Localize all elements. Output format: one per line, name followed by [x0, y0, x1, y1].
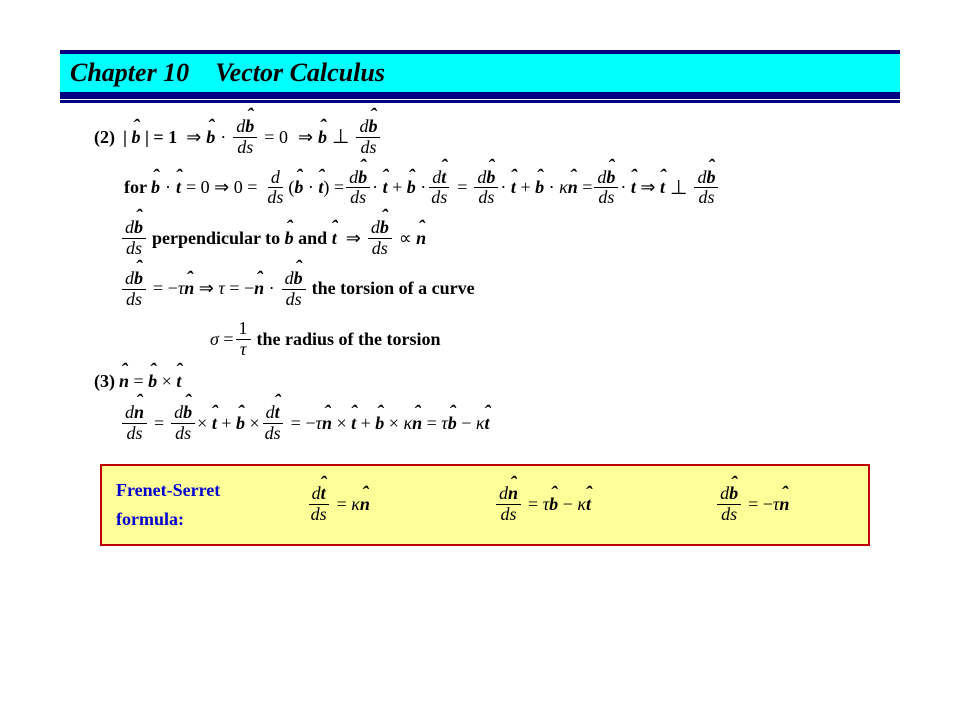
formula-equations: dtds = κn dnds = τb − κt dbds = −τn	[246, 484, 854, 525]
fraction-one-tau: 1 τ	[236, 319, 251, 360]
item-2-line-1: (2) | b | = 1 ⇒ b· db ds = 0 ⇒ b ⊥ db ds	[90, 117, 900, 158]
formula-eq-3: dbds = −τn	[715, 484, 794, 525]
item-3-line-1: (3) n = b × t	[90, 370, 900, 393]
item-2-line-2: for b·t = 0 ⇒ 0 = dds (b · t) = dbds · t…	[90, 168, 900, 209]
formula-label: Frenet-Serret formula:	[116, 476, 246, 534]
formula-eq-1: dtds = κn	[306, 484, 375, 525]
chapter-title: Chapter 10 Vector Calculus	[70, 58, 385, 87]
fraction-db-ds: db ds	[233, 117, 257, 158]
item-3-label: (3)	[94, 370, 115, 393]
item-3-line-2: dnds = dbds × t + b × dtds = −τn × t + b…	[90, 403, 900, 444]
fraction-db-ds: db ds	[356, 117, 380, 158]
content-body: (2) | b | = 1 ⇒ b· db ds = 0 ⇒ b ⊥ db ds…	[60, 117, 900, 444]
formula-eq-2: dnds = τb − κt	[494, 484, 596, 525]
item-2-label: (2)	[94, 126, 115, 149]
chapter-header: Chapter 10 Vector Calculus	[60, 50, 900, 99]
frenet-serret-box: Frenet-Serret formula: dtds = κn dnds = …	[100, 464, 870, 546]
item-2-line-3: dbds perpendicular to b and t ⇒ dbds ∝ n	[90, 218, 900, 259]
sigma-line: σ = 1 τ the radius of the torsion	[90, 319, 900, 360]
item-2-line-4: dbds = −τn ⇒ τ = −n · dbds the torsion o…	[90, 269, 900, 310]
